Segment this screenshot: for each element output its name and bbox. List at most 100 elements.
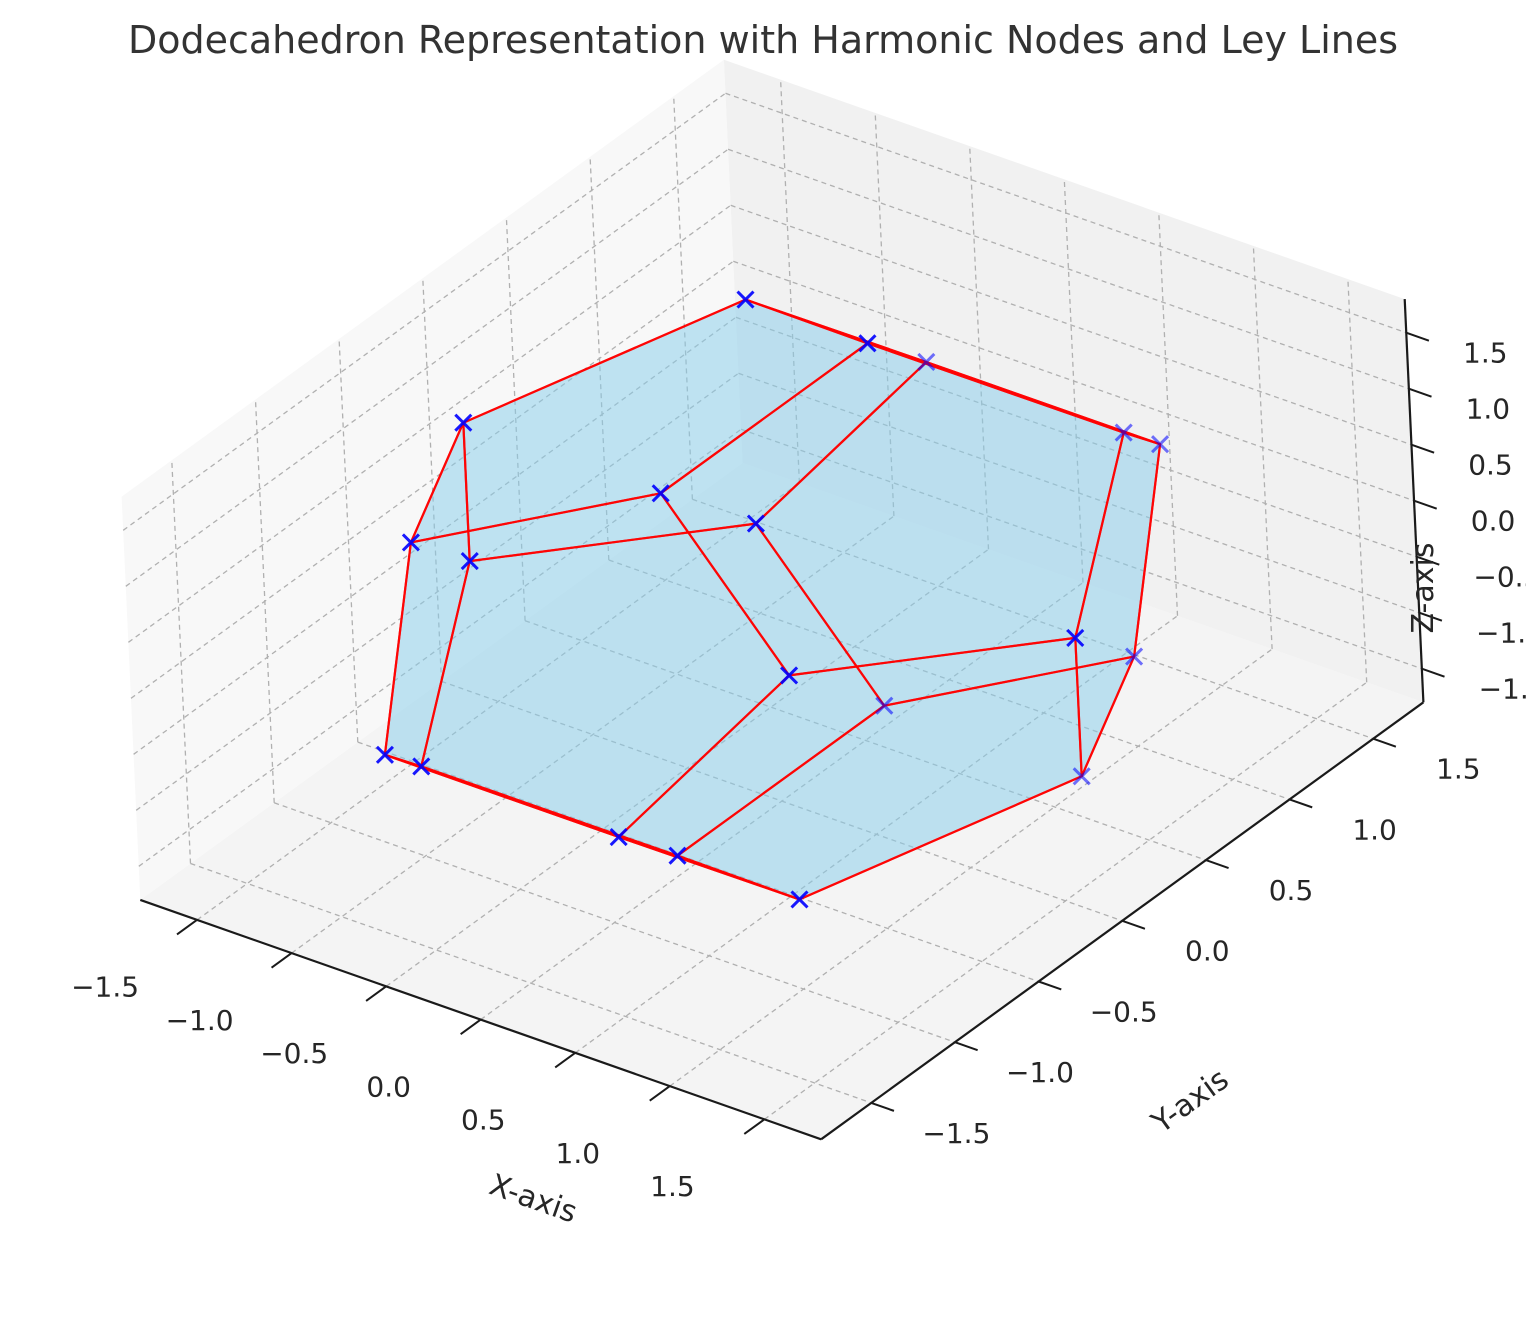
face-1 xyxy=(1075,432,1161,777)
node-stroke xyxy=(858,334,877,353)
z-tick-label: −0.5 xyxy=(1473,561,1526,594)
grid-line-floor-x xyxy=(291,515,895,954)
z-tick-label: −1.0 xyxy=(1476,617,1526,650)
grid-line-floor-y xyxy=(441,680,1123,922)
harmonic-node xyxy=(736,290,755,309)
grid-line-back-z xyxy=(727,148,1410,390)
grid-line-left-z xyxy=(122,92,726,531)
y-tick-label: 0.0 xyxy=(1185,935,1230,968)
x-axis-label: X-axis xyxy=(485,1168,582,1231)
harmonic-node xyxy=(917,352,936,372)
ley-line-11 xyxy=(383,421,471,768)
face-9 xyxy=(410,299,868,543)
y-tick xyxy=(954,1041,978,1052)
node-stroke xyxy=(454,413,473,432)
node-stroke xyxy=(412,757,431,776)
harmonic-node xyxy=(401,533,420,552)
z-tick xyxy=(1421,667,1445,678)
harmonic-node xyxy=(412,757,431,776)
z-tick xyxy=(1413,499,1438,510)
harmonic-node xyxy=(1114,423,1133,442)
face-6 xyxy=(618,637,1082,900)
ley-lines xyxy=(383,298,1162,901)
grid-line-left-z xyxy=(125,148,729,587)
z-tick-label: −1.5 xyxy=(1479,673,1526,706)
y-tick-label: 0.5 xyxy=(1269,874,1314,907)
node-stroke xyxy=(790,890,809,909)
grid-line-left-y xyxy=(171,460,192,864)
harmonic-node xyxy=(609,827,628,847)
x-tick-label: −1.5 xyxy=(71,971,139,1004)
y-tick-label: −1.5 xyxy=(922,1117,990,1150)
polyhedron-faces xyxy=(384,299,1161,900)
grid-line-back-x xyxy=(1347,279,1368,683)
node-stroke xyxy=(1125,647,1144,666)
z-tick-label: 1.0 xyxy=(1466,393,1511,426)
harmonic-node xyxy=(1125,647,1144,666)
grid-line-back-x xyxy=(1158,212,1179,616)
node-stroke xyxy=(460,552,479,571)
harmonic-node xyxy=(651,484,670,503)
grid-line-left-y xyxy=(338,338,359,743)
grid-line-back-z xyxy=(738,372,1420,614)
y-tick xyxy=(1372,737,1397,748)
harmonic-node xyxy=(790,890,809,909)
y-tick-label: −1.0 xyxy=(1006,1056,1074,1089)
node-stroke xyxy=(651,484,670,503)
node-stroke xyxy=(1072,767,1091,786)
x-tick-label: 1.5 xyxy=(650,1170,695,1203)
harmonic-nodes xyxy=(375,290,1170,909)
ley-line-6 xyxy=(617,636,1083,901)
node-stroke xyxy=(1150,435,1170,454)
x-tick xyxy=(176,919,198,936)
harmonic-node xyxy=(1150,435,1170,454)
node-stroke xyxy=(875,696,894,715)
axis-lines xyxy=(139,299,1445,1141)
harmonic-node xyxy=(875,696,894,715)
harmonic-node xyxy=(1066,628,1085,647)
grid-line-back-x xyxy=(1252,245,1273,650)
face-3 xyxy=(677,656,1135,900)
chart-title: Dodecahedron Representation with Harmoni… xyxy=(127,18,1399,62)
grid-line-floor-y xyxy=(357,741,1039,983)
harmonic-node xyxy=(668,846,687,865)
z-tick-label: 0.5 xyxy=(1468,449,1513,482)
face-4 xyxy=(755,362,1161,706)
z-tick xyxy=(1405,331,1430,342)
y-tick-label: 1.0 xyxy=(1352,813,1397,846)
harmonic-node xyxy=(375,745,395,764)
grid-line-floor-x xyxy=(385,548,989,987)
node-stroke xyxy=(780,666,799,685)
y-tick xyxy=(1289,798,1313,809)
y-tick xyxy=(1205,859,1229,870)
y-tick-label: −0.5 xyxy=(1090,995,1158,1028)
x-tick xyxy=(649,1085,671,1102)
x-tick-label: 0.5 xyxy=(461,1104,506,1137)
grid-line-back-x xyxy=(969,146,990,550)
y-tick xyxy=(1121,919,1146,930)
grid-line-floor-y xyxy=(524,620,1207,861)
face-10 xyxy=(421,523,885,856)
grid-line-back-x xyxy=(779,79,801,483)
x-tick-label: −1.0 xyxy=(166,1004,234,1037)
z-tick-label: 1.5 xyxy=(1463,337,1508,370)
node-stroke xyxy=(609,827,628,847)
ley-line-10 xyxy=(420,522,886,857)
ley-line-9 xyxy=(409,298,869,544)
tick-labels: −1.5 −1.5 −1.5 −1.0 −1.0 −1.0 −0.5 −0.5 −0.5 0.0 0… xyxy=(71,337,1526,1203)
grid-line-back-z xyxy=(740,428,1423,670)
node-stroke xyxy=(917,352,936,372)
grid-line-left-y xyxy=(673,96,694,500)
grid-line-floor-x xyxy=(764,681,1368,1120)
grid-line-left-z xyxy=(138,428,742,867)
grid-line-floor-y xyxy=(608,559,1290,801)
x-tick-label: −0.5 xyxy=(260,1037,328,1070)
z-tick xyxy=(1418,611,1443,622)
node-stroke xyxy=(668,846,687,865)
grid-line-left-y xyxy=(589,156,610,561)
harmonic-node xyxy=(746,514,765,533)
face-11 xyxy=(384,422,470,767)
x-tick xyxy=(743,1118,765,1135)
y-tick-label: 1.5 xyxy=(1436,753,1481,786)
